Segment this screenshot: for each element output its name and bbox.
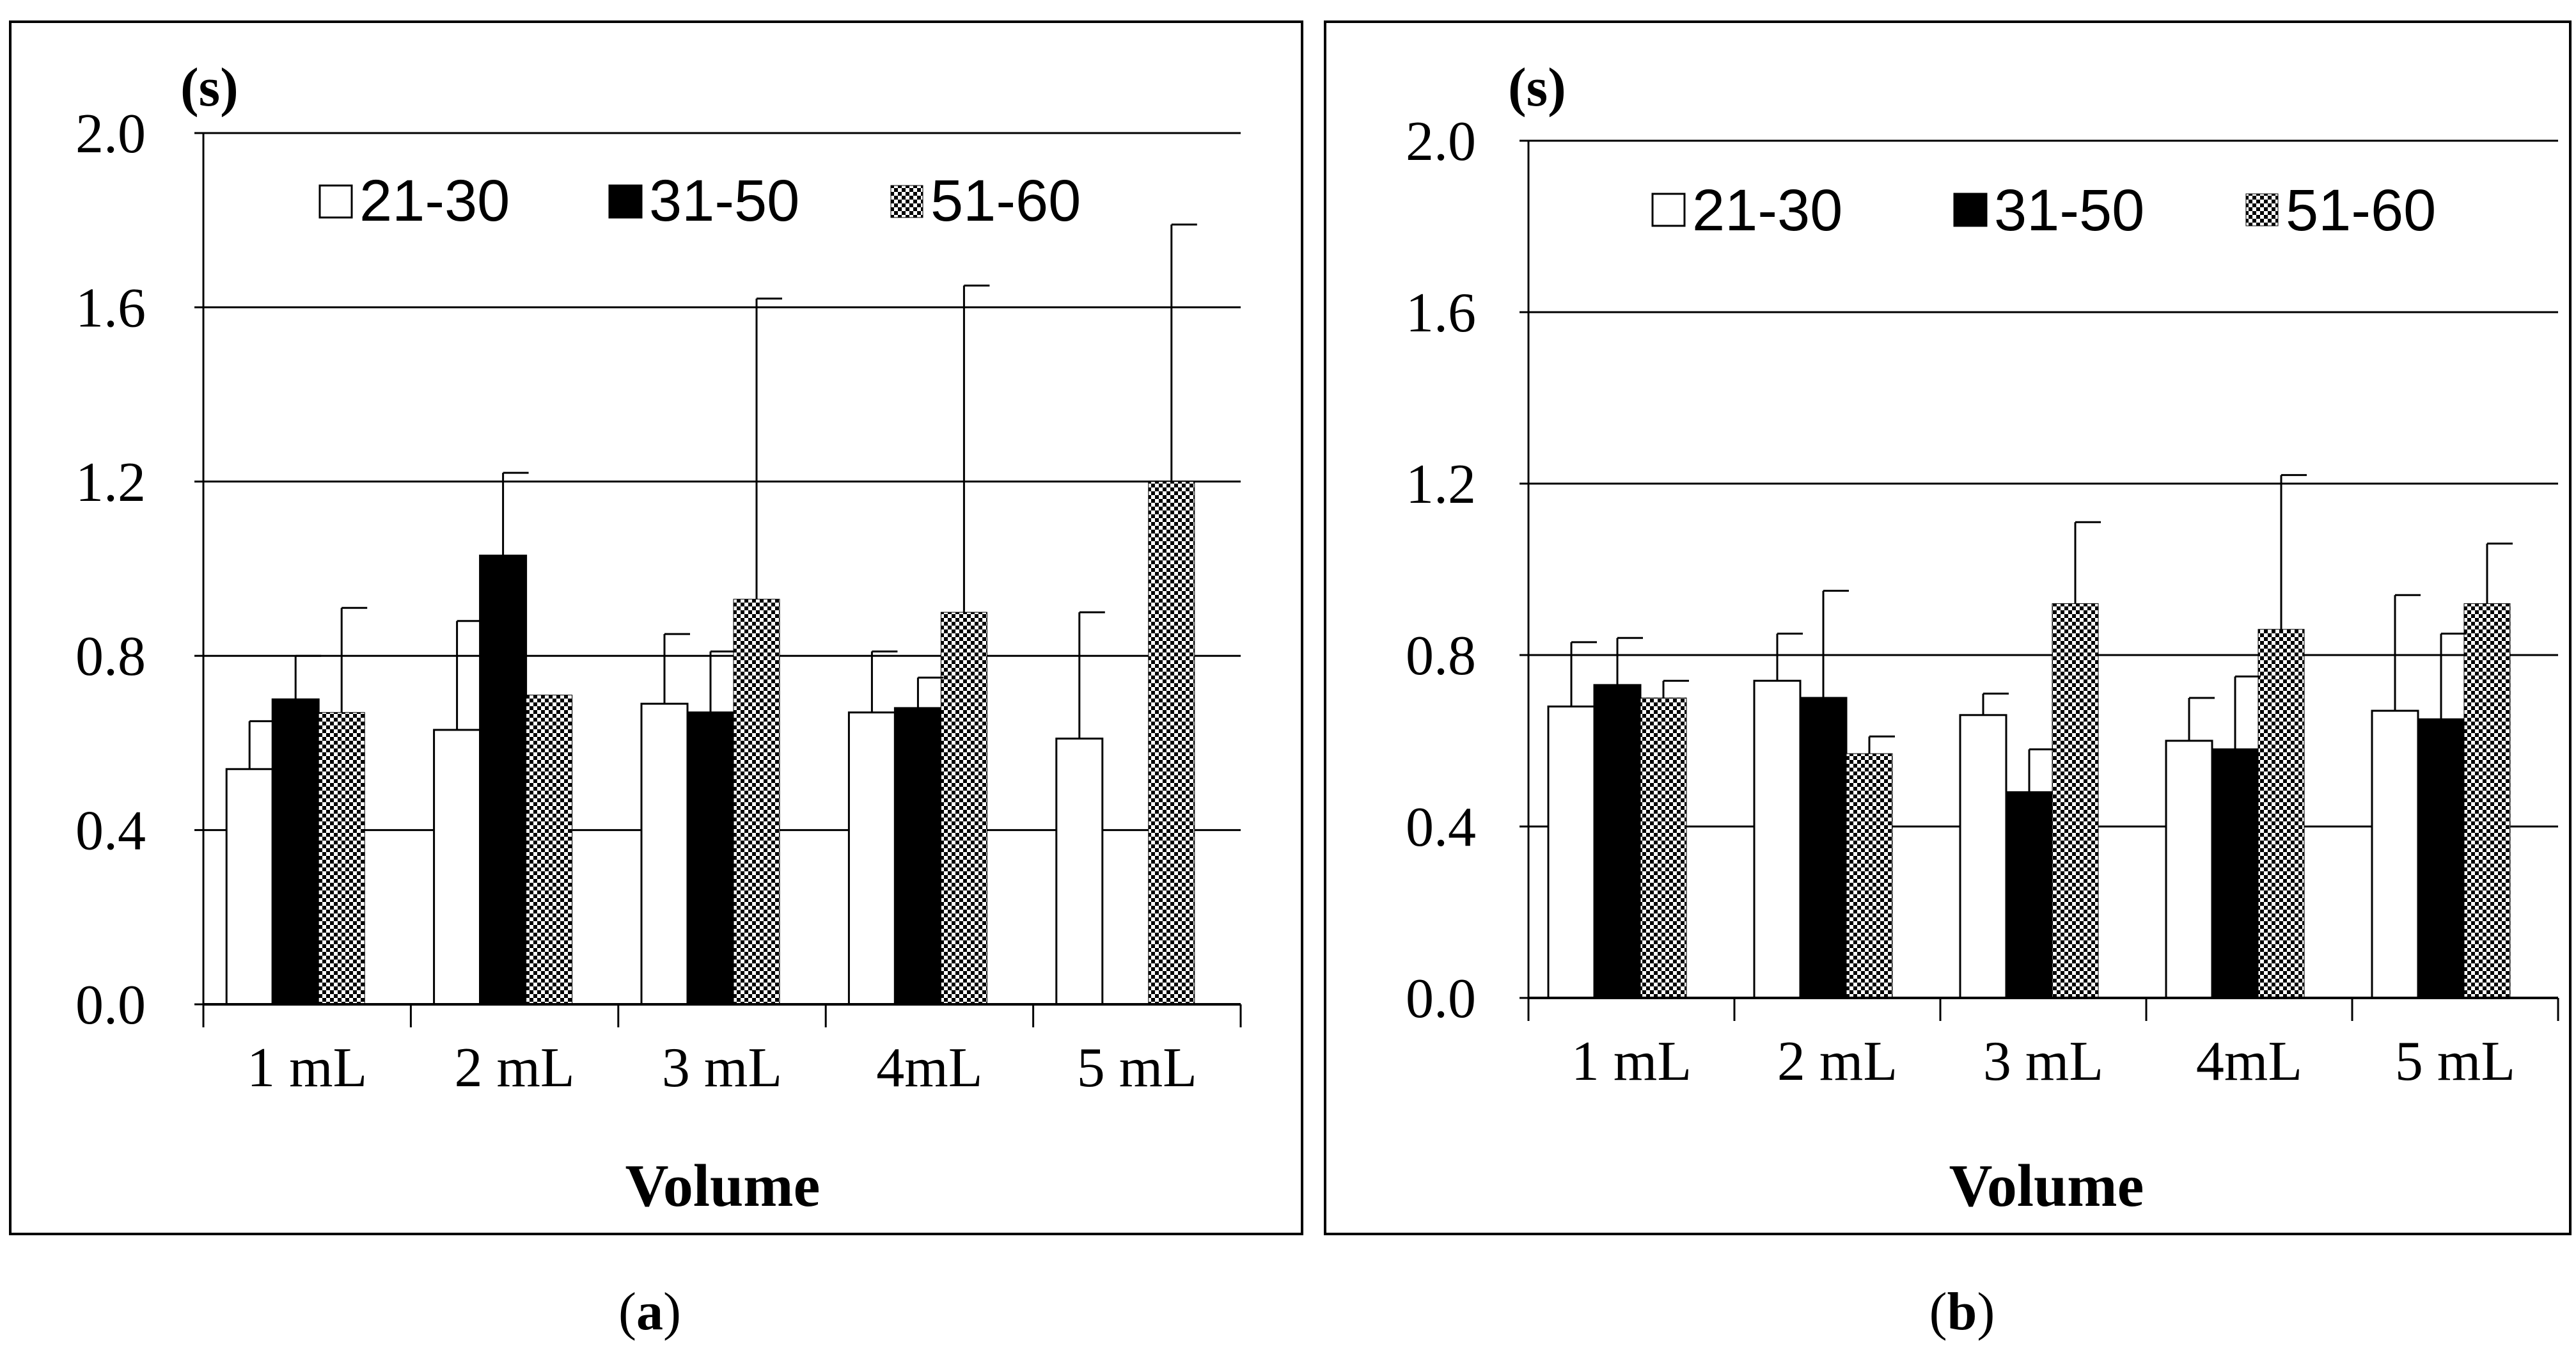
bar-21-30 bbox=[847, 711, 896, 1006]
panel-a-bars bbox=[225, 481, 1195, 1006]
panel-b-axes bbox=[1527, 141, 2559, 1021]
bar-51-60 bbox=[318, 712, 365, 1005]
bar-51-60 bbox=[2258, 629, 2305, 999]
bar-51-60 bbox=[733, 599, 780, 1005]
bar-51-60 bbox=[1148, 481, 1195, 1005]
x-tick-label: 1 mL bbox=[1571, 1031, 1692, 1093]
panel-b-error-bars bbox=[1570, 474, 2513, 793]
panel-a-legend: 21-30 31-50 51-60 bbox=[318, 168, 1081, 233]
bar-51-60 bbox=[2463, 603, 2511, 999]
y-tick-label: 2.0 bbox=[1406, 111, 1476, 173]
bar-21-30 bbox=[433, 729, 482, 1006]
y-tick-label: 0.4 bbox=[1406, 796, 1476, 858]
panel-b: (s) Volume 0.0 0.4 0.8 1.2 1.6 2.0 1 mL 2 mL 3 … bbox=[1324, 20, 2572, 1235]
bar-21-30 bbox=[1055, 738, 1104, 1006]
panel-a-y-ticks: 0.0 0.4 0.8 1.2 1.6 2.0 bbox=[75, 103, 203, 1036]
y-tick-label: 0.8 bbox=[75, 626, 146, 688]
y-tick-label: 0.8 bbox=[1406, 625, 1476, 687]
bar-51-60 bbox=[1846, 753, 1893, 999]
x-tick-label: 4mL bbox=[2196, 1031, 2302, 1093]
panel-a-axes bbox=[202, 133, 1242, 1027]
bar-31-50 bbox=[2417, 718, 2465, 999]
legend-swatch-51-60 bbox=[2245, 193, 2279, 226]
x-tick-label: 5 mL bbox=[2395, 1031, 2515, 1093]
y-tick-label: 2.0 bbox=[75, 103, 146, 165]
bar-51-60 bbox=[2052, 603, 2099, 999]
panel-a-category-labels: 1 mL 2 mL 3 mL 4mL 5 mL bbox=[247, 1037, 1197, 1099]
panel-b-bars bbox=[1547, 603, 2511, 999]
y-tick-label: 1.6 bbox=[1406, 282, 1476, 344]
panel-a: (s) Volume 0.0 0.4 0.8 1.2 1.6 2.0 1 mL 2 mL 3 … bbox=[9, 20, 1303, 1235]
panel-a-unit-label: (s) bbox=[180, 56, 239, 118]
bar-21-30 bbox=[2371, 709, 2419, 999]
bar-51-60 bbox=[526, 694, 573, 1005]
legend-label-21-30: 21-30 bbox=[359, 168, 510, 233]
bar-31-50 bbox=[893, 707, 942, 1006]
panel-b-legend: 21-30 31-50 51-60 bbox=[1651, 178, 2436, 243]
x-tick-label: 3 mL bbox=[1983, 1031, 2103, 1093]
x-tick-label: 3 mL bbox=[662, 1037, 782, 1099]
bar-21-30 bbox=[1959, 714, 2007, 999]
panel-b-y-ticks: 0.0 0.4 0.8 1.2 1.6 2.0 bbox=[1406, 111, 1528, 1030]
panel-a-x-axis-label: Volume bbox=[625, 1153, 821, 1219]
legend-swatch-21-30 bbox=[1651, 193, 1686, 227]
legend-label-51-60: 51-60 bbox=[2286, 178, 2436, 243]
panel-b-unit-label: (s) bbox=[1508, 56, 1566, 118]
bar-21-30 bbox=[2165, 739, 2213, 999]
bar-51-60 bbox=[940, 612, 987, 1005]
x-tick-label: 5 mL bbox=[1077, 1037, 1197, 1099]
x-tick-label: 2 mL bbox=[1777, 1031, 1897, 1093]
bar-31-50 bbox=[2211, 748, 2259, 999]
legend-label-51-60: 51-60 bbox=[931, 168, 1081, 233]
legend-label-21-30: 21-30 bbox=[1692, 178, 1842, 243]
y-tick-label: 1.6 bbox=[75, 277, 146, 339]
panel-a-caption: (a) bbox=[618, 1282, 681, 1341]
y-tick-label: 1.2 bbox=[1406, 454, 1476, 516]
panel-b-category-labels: 1 mL 2 mL 3 mL 4mL 5 mL bbox=[1571, 1031, 2515, 1093]
x-tick-label: 1 mL bbox=[247, 1037, 367, 1099]
bar-21-30 bbox=[1753, 679, 1802, 999]
y-tick-label: 0.0 bbox=[1406, 968, 1476, 1030]
legend-label-31-50: 31-50 bbox=[649, 168, 799, 233]
legend-swatch-31-50 bbox=[1953, 193, 1988, 227]
bar-21-30 bbox=[225, 768, 274, 1006]
bar-31-50 bbox=[1593, 684, 1642, 999]
bar-31-50 bbox=[479, 555, 528, 1006]
legend-swatch-31-50 bbox=[608, 184, 643, 219]
panel-b-x-axis-label: Volume bbox=[1949, 1153, 2144, 1219]
bar-51-60 bbox=[1640, 697, 1687, 999]
panel-b-frame bbox=[1324, 20, 2572, 1235]
panel-a-error-bars bbox=[248, 223, 1197, 770]
x-tick-label: 2 mL bbox=[454, 1037, 574, 1099]
bar-31-50 bbox=[1799, 697, 1848, 999]
y-tick-label: 0.0 bbox=[75, 974, 146, 1036]
panel-b-caption: (b) bbox=[1929, 1282, 1995, 1341]
bar-21-30 bbox=[640, 702, 689, 1006]
x-tick-label: 4mL bbox=[876, 1037, 982, 1099]
panel-a-frame bbox=[9, 20, 1303, 1235]
legend-swatch-21-30 bbox=[318, 184, 353, 219]
bar-31-50 bbox=[2005, 791, 2054, 999]
legend-label-31-50: 31-50 bbox=[1994, 178, 2144, 243]
bar-31-50 bbox=[686, 711, 735, 1006]
legend-swatch-51-60 bbox=[890, 185, 923, 218]
bar-21-30 bbox=[1547, 705, 1596, 999]
y-tick-label: 1.2 bbox=[75, 452, 146, 514]
bar-31-50 bbox=[271, 698, 320, 1006]
y-tick-label: 0.4 bbox=[75, 800, 146, 862]
